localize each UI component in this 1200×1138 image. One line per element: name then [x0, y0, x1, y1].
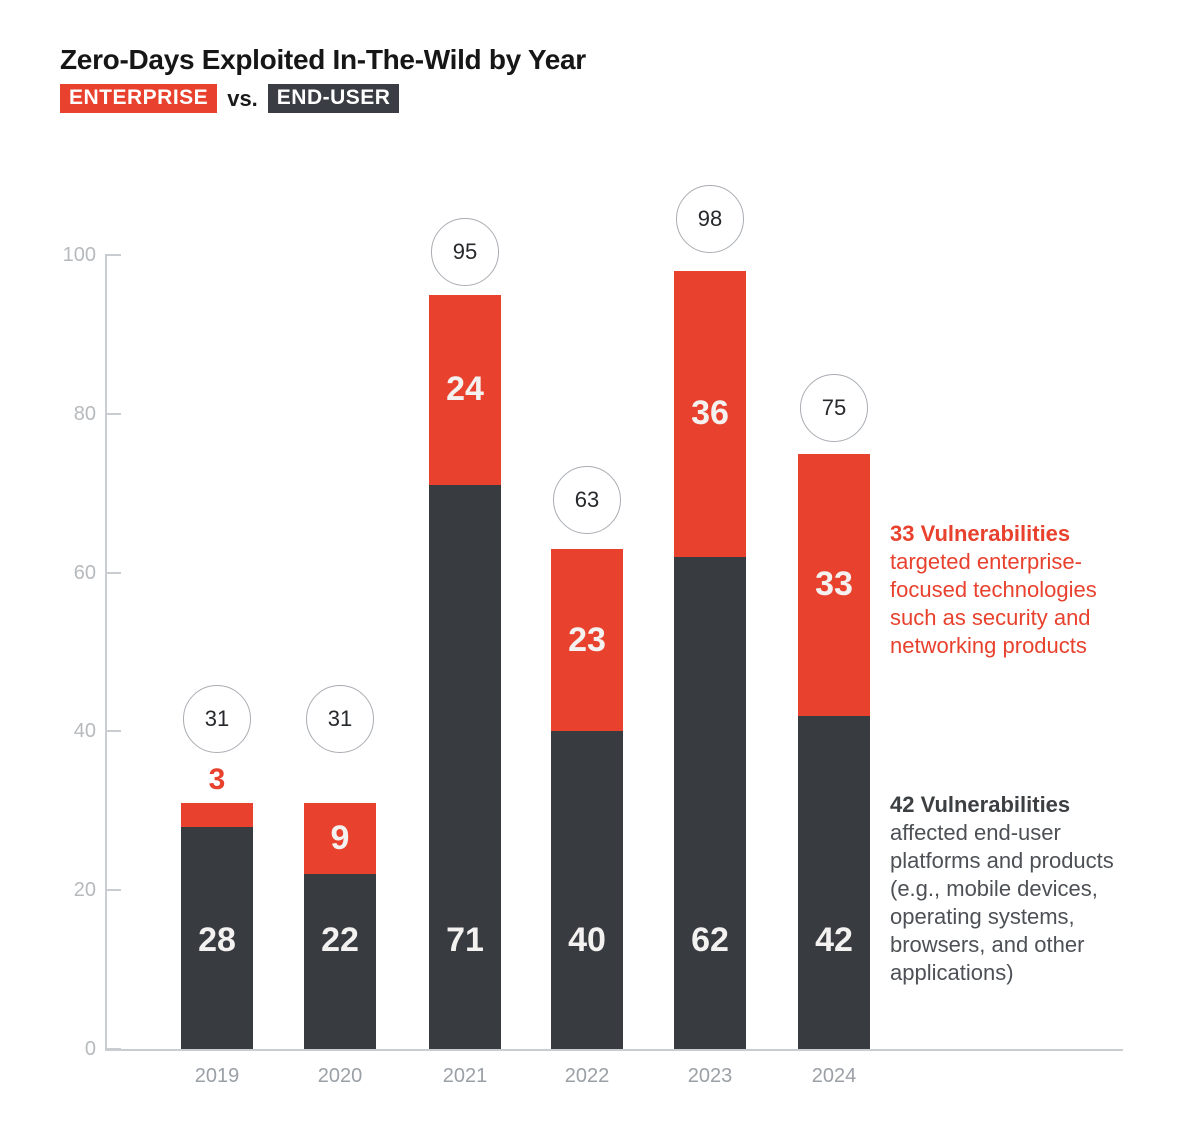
x-axis-label-2021: 2021 — [442, 1065, 488, 1087]
y-tick-label: 80 — [73, 402, 96, 425]
x-axis-label-2023: 2023 — [687, 1065, 733, 1087]
x-axis-label-2020: 2020 — [317, 1065, 363, 1087]
legend-enterprise-badge: ENTERPRISE — [60, 84, 218, 113]
bar-segment-enterprise-2020 — [304, 802, 376, 875]
y-tick-mark — [105, 1048, 121, 1050]
y-tick-label: 20 — [73, 879, 96, 902]
total-badge-2024: 75 — [800, 373, 868, 442]
bar-value-enduser-2023: 62 — [691, 920, 729, 959]
total-badge-2022: 63 — [553, 465, 621, 534]
bar-value-enterprise-2020: 9 — [330, 819, 350, 858]
total-badge-2019: 31 — [183, 684, 251, 753]
y-tick-mark — [105, 889, 121, 892]
bar-segment-enduser-2022 — [551, 731, 623, 1049]
total-badge-2020: 31 — [306, 684, 374, 753]
total-badge-2023: 98 — [676, 184, 744, 253]
bar-segment-enduser-2023 — [674, 556, 746, 1049]
y-tick-mark — [105, 254, 121, 256]
x-axis-label-2024: 2024 — [811, 1065, 857, 1087]
y-tick-mark — [105, 730, 121, 733]
enduser-annotation-body: affected end-user platforms and products… — [890, 820, 1114, 985]
bar-value-enterprise-2021: 24 — [446, 370, 484, 409]
y-tick-label: 40 — [73, 720, 96, 743]
bar-segment-enduser-2020 — [304, 874, 376, 1049]
legend: ENTERPRISE vs. END-USER — [60, 84, 400, 113]
x-axis-line — [105, 1049, 1123, 1051]
x-axis-label-2019: 2019 — [194, 1065, 240, 1087]
chart-title: Zero-Days Exploited In-The-Wild by Year — [60, 44, 586, 75]
enterprise-annotation: 33 Vulnerabilities targeted enterprise- … — [890, 520, 1140, 660]
bar-segment-enterprise-2023 — [674, 270, 746, 557]
bar-value-enterprise-2024: 33 — [815, 565, 853, 603]
y-tick-label: 100 — [62, 244, 96, 266]
bar-value-enterprise-2019: 3 — [208, 762, 226, 796]
y-tick-label: 60 — [73, 561, 96, 584]
enterprise-annotation-title: 33 Vulnerabilities — [890, 521, 1071, 546]
bar-segment-enduser-2019 — [181, 826, 253, 1049]
bar-value-enduser-2019: 28 — [198, 920, 236, 959]
y-axis-line — [105, 255, 107, 1049]
bar-value-enduser-2020: 22 — [321, 920, 359, 959]
enterprise-annotation-body: targeted enterprise- focused technologie… — [890, 549, 1097, 658]
bar-value-enduser-2021: 71 — [446, 920, 484, 959]
y-tick-mark — [105, 412, 121, 415]
bar-segment-enterprise-2021 — [429, 294, 501, 486]
bar-value-enterprise-2022: 23 — [568, 620, 606, 659]
y-tick-label: 0 — [84, 1038, 96, 1060]
enduser-annotation-title: 42 Vulnerabilities — [890, 792, 1071, 817]
bar-segment-enduser-2024 — [798, 715, 870, 1049]
bar-value-enterprise-2023: 36 — [691, 394, 729, 433]
legend-vs-text: vs. — [227, 85, 258, 111]
bar-segment-enduser-2021 — [429, 485, 501, 1049]
bar-segment-enterprise-2024 — [798, 453, 870, 716]
y-tick-mark — [105, 571, 121, 574]
enduser-annotation: 42 Vulnerabilities affected end-user pla… — [890, 791, 1140, 987]
legend-enduser-badge: END-USER — [267, 84, 400, 113]
bar-value-enduser-2024: 42 — [815, 920, 853, 959]
bar-segment-enterprise-2019 — [181, 802, 253, 827]
x-axis-label-2022: 2022 — [564, 1065, 610, 1087]
bar-segment-enterprise-2022 — [551, 548, 623, 732]
total-badge-2021: 95 — [431, 217, 499, 286]
bar-value-enduser-2022: 40 — [568, 920, 606, 959]
